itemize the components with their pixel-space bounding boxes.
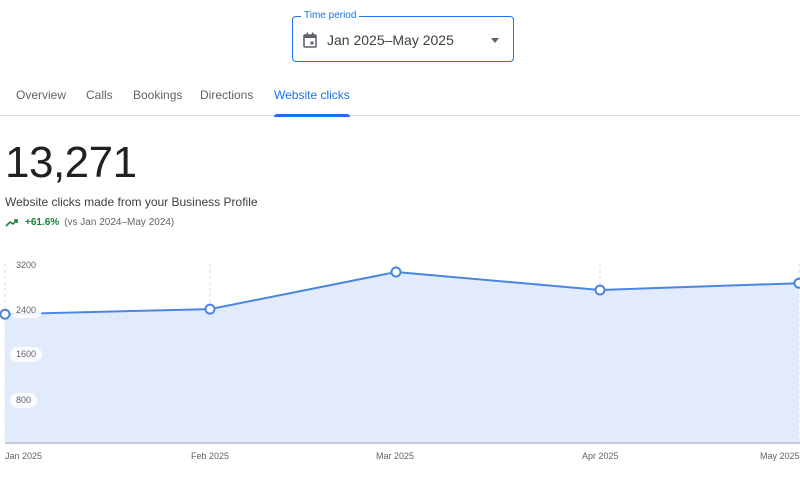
trending-up-icon — [5, 219, 18, 227]
data-point-1[interactable] — [204, 303, 216, 315]
data-point-0[interactable] — [0, 308, 11, 320]
x-tick-feb: Feb 2025 — [191, 451, 230, 461]
comparison-period: (vs Jan 2024–May 2024) — [64, 217, 175, 228]
calendar-icon — [303, 32, 317, 48]
x-tick-jan: Jan 2025 — [5, 451, 43, 461]
tab-directions[interactable]: Directions — [200, 88, 254, 102]
tab-calls[interactable]: Calls — [86, 88, 113, 102]
metric-description: Website clicks made from your Business P… — [5, 195, 258, 209]
time-period-value: Jan 2025–May 2025 — [327, 32, 454, 48]
y-tick-3200: 3200 — [10, 258, 43, 273]
website-clicks-chart: 3200 2400 1600 800 Jan 2025 Feb 2025 Mar… — [0, 250, 800, 480]
time-period-label: Time period — [301, 9, 360, 23]
data-point-2[interactable] — [390, 266, 402, 278]
time-period-select[interactable]: Time period Jan 2025–May 2025 — [292, 9, 514, 62]
trend-row: +61.6% (vs Jan 2024–May 2024) — [5, 216, 174, 230]
data-point-3[interactable] — [594, 284, 606, 296]
data-point-4[interactable] — [793, 277, 800, 289]
total-clicks: 13,271 — [5, 138, 137, 187]
x-tick-apr: Apr 2025 — [582, 451, 619, 461]
x-tick-mar: Mar 2025 — [376, 451, 415, 461]
x-tick-may: May 2025 — [760, 451, 800, 461]
tab-website-clicks[interactable]: Website clicks — [274, 88, 350, 117]
chevron-down-icon — [491, 38, 499, 43]
tab-bar: Overview Calls Bookings Directions Websi… — [0, 80, 800, 117]
y-tick-800: 800 — [10, 393, 38, 408]
tab-bookings[interactable]: Bookings — [133, 88, 183, 102]
y-tick-1600: 1600 — [10, 347, 43, 362]
tab-overview[interactable]: Overview — [16, 88, 67, 102]
change-percent: +61.6% — [25, 217, 60, 228]
area-chart — [0, 264, 800, 444]
y-tick-2400: 2400 — [10, 303, 43, 318]
